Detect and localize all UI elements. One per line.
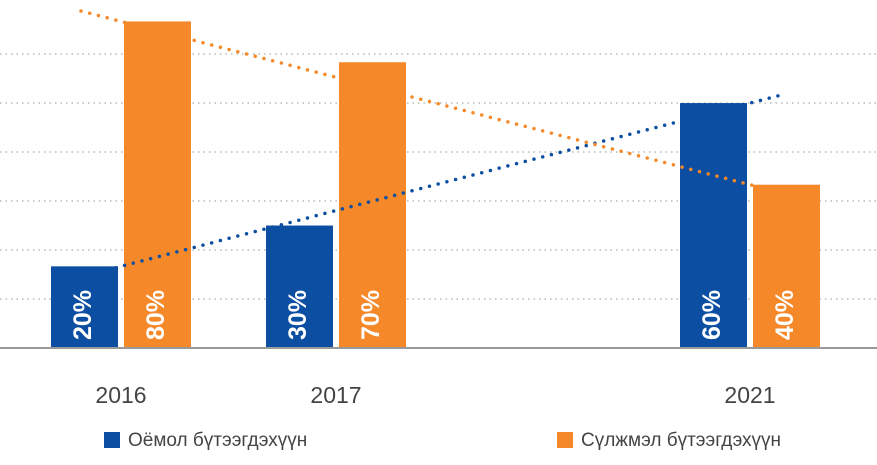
x-tick-label: 2021 <box>724 382 775 408</box>
value-label: 40% <box>771 290 799 340</box>
trend-line <box>79 9 782 195</box>
legend-label: Сүлжмэл бүтээгдэхүүн <box>581 430 781 451</box>
legend-label: Оёмол бүтээгдэхүүн <box>128 430 307 451</box>
bar <box>51 266 118 348</box>
value-label: 70% <box>357 290 385 340</box>
bar <box>753 184 820 348</box>
value-label: 30% <box>284 290 312 340</box>
bar <box>339 62 406 349</box>
value-label: 80% <box>142 290 170 340</box>
trend-line <box>79 93 782 279</box>
x-tick-label: 2016 <box>95 382 146 408</box>
bar <box>266 225 333 348</box>
value-label: 60% <box>698 290 726 340</box>
bar <box>124 21 191 348</box>
legend-swatch <box>557 432 573 448</box>
bar <box>680 103 747 348</box>
x-tick-label: 2017 <box>310 382 361 408</box>
legend-swatch <box>104 432 120 448</box>
value-label: 20% <box>69 290 97 340</box>
